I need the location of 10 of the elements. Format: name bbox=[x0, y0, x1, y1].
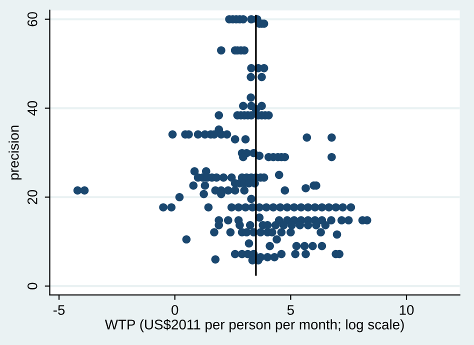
y-axis-title: precision bbox=[8, 126, 22, 180]
x-tick-label: 0 bbox=[172, 305, 178, 315]
y-tick-label: 60 bbox=[27, 12, 38, 26]
x-tick-label: -5 bbox=[53, 305, 65, 315]
x-tick-label: 5 bbox=[287, 305, 294, 315]
y-tick-label: 0 bbox=[27, 282, 38, 290]
x-axis-title: WTP (US$2011 per person per month; log scale) bbox=[104, 319, 404, 332]
x-tick-label: 10 bbox=[400, 305, 414, 315]
y-tick-label: 40 bbox=[27, 101, 38, 116]
y-tick-label: 20 bbox=[27, 190, 38, 204]
